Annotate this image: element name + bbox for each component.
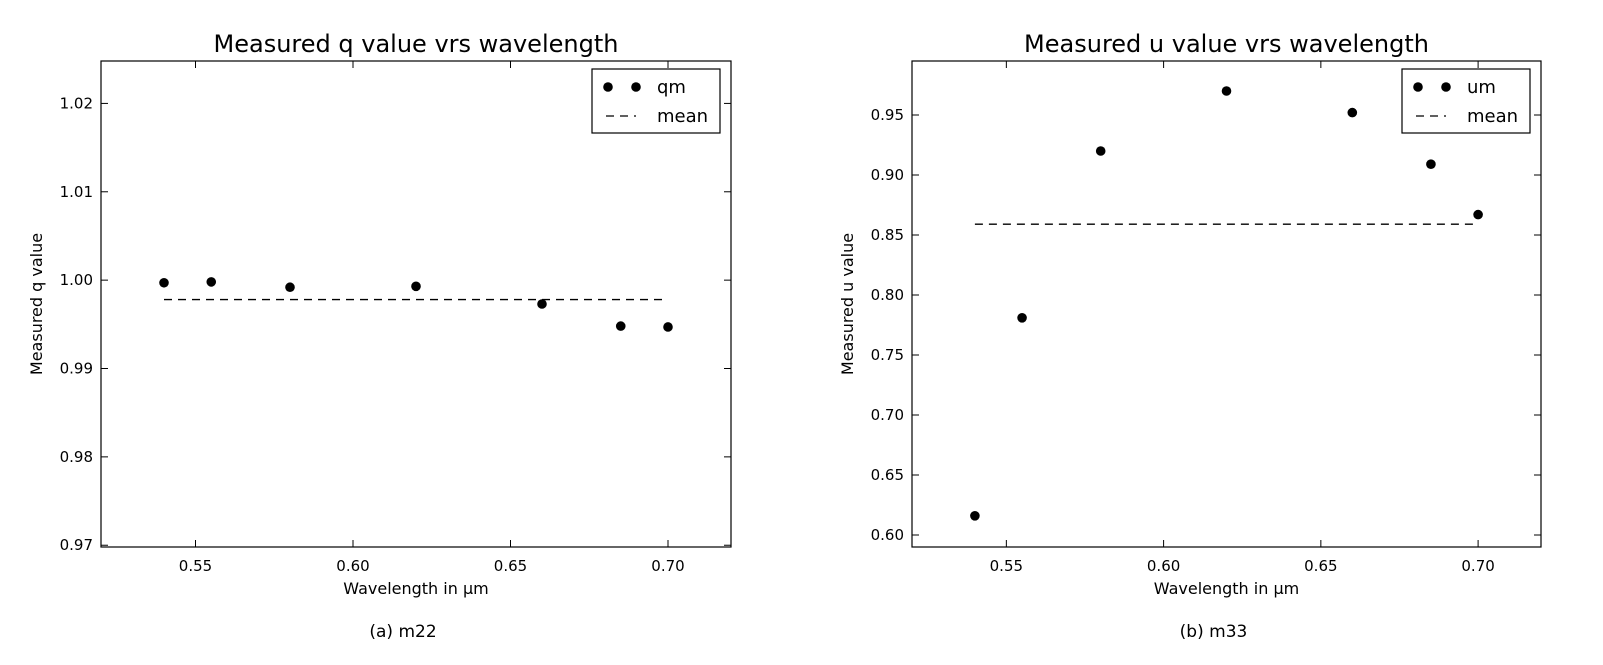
x-tick-label: 0.55: [990, 557, 1023, 575]
x-tick-label: 0.70: [651, 557, 684, 575]
legend-box: [1401, 68, 1531, 134]
data-point: [1017, 313, 1027, 323]
data-point: [1221, 86, 1232, 96]
y-tick-label: 0.60: [871, 526, 904, 544]
y-axis-label: Measured q value: [27, 233, 46, 375]
x-tick-label: 0.70: [1461, 557, 1494, 575]
y-tick-label: 0.98: [60, 448, 93, 466]
legend-label: mean: [657, 106, 708, 127]
chart-title: Measured u value vrs wavelength: [1024, 30, 1429, 58]
y-tick-label: 0.97: [60, 536, 93, 554]
legend-point-marker: [631, 82, 641, 92]
legend: um mean: [1401, 68, 1531, 134]
data-point: [1347, 107, 1358, 118]
y-tick-label: 0.80: [871, 286, 904, 304]
x-tick-label: 0.60: [1147, 557, 1180, 575]
x-tick-label: 0.65: [494, 557, 527, 575]
data-point: [206, 277, 217, 287]
chart-panel-m22: Measured q value vrs wavelength 0.55 0.60 0…: [27, 30, 732, 642]
x-tick-label: 0.60: [336, 557, 369, 575]
y-tick-label: 0.90: [871, 166, 904, 184]
data-point: [159, 277, 169, 288]
y-tick-label: 0.75: [871, 346, 904, 364]
chart-title: Measured q value vrs wavelength: [214, 30, 619, 58]
plot-frame: [100, 60, 732, 548]
legend-point-marker: [1441, 82, 1451, 92]
y-tick-label: 0.65: [871, 466, 904, 484]
data-point: [411, 281, 421, 292]
y-tick-label: 1.01: [60, 183, 93, 201]
data-point: [537, 299, 547, 309]
y-tick-label: 1.00: [60, 271, 93, 289]
plot-frame: [911, 60, 1542, 548]
legend-point-marker: [603, 82, 613, 92]
legend-label: qm: [657, 77, 686, 98]
y-axis-label: Measured u value: [838, 233, 857, 375]
figure-caption: (a) m22: [369, 622, 436, 642]
data-point: [1473, 209, 1483, 220]
y-tick-label: 0.85: [871, 226, 904, 244]
legend: qm mean: [591, 68, 721, 134]
y-tick-label: 1.02: [60, 94, 93, 112]
y-tick-label: 0.99: [60, 360, 93, 378]
x-axis-label: Wavelength in μm: [1154, 579, 1299, 598]
data-point: [970, 511, 980, 521]
x-axis-label: Wavelength in μm: [343, 579, 488, 598]
data-point: [1095, 146, 1106, 156]
legend-box: [591, 68, 721, 134]
data-point: [663, 322, 673, 332]
data-point: [1426, 159, 1436, 169]
x-tick-label: 0.65: [1304, 557, 1337, 575]
chart-panel-m33: Measured u value vrs wavelength 0.55 0.60 0…: [838, 30, 1542, 642]
legend-label: um: [1467, 77, 1496, 98]
y-tick-label: 0.70: [871, 406, 904, 424]
x-tick-label: 0.55: [179, 557, 212, 575]
legend-point-marker: [1413, 82, 1423, 92]
data-point: [285, 282, 295, 293]
y-tick-label: 0.95: [871, 106, 904, 124]
data-point: [615, 321, 626, 331]
figure-caption: (b) m33: [1180, 622, 1248, 642]
legend-label: mean: [1467, 106, 1518, 127]
